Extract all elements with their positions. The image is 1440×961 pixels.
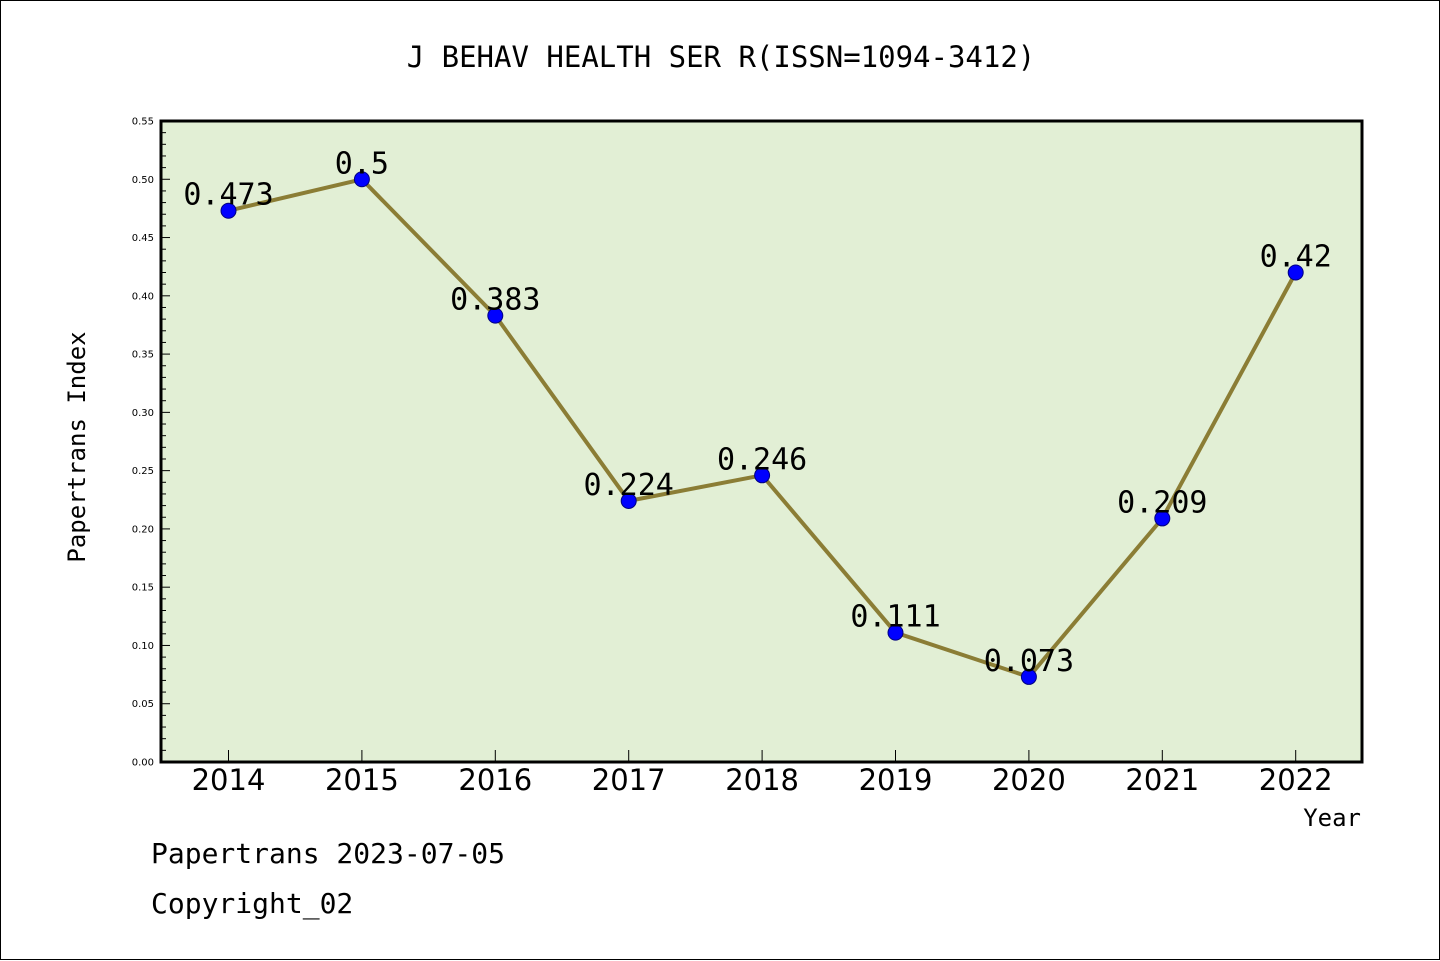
data-label: 0.111 — [850, 600, 940, 635]
x-tick-label: 2020 — [992, 763, 1066, 797]
y-tick-label: 0.50 — [132, 175, 154, 186]
data-point — [887, 624, 904, 641]
y-tick-label: 0.10 — [132, 641, 154, 652]
chart-title: J BEHAV HEALTH SER R(ISSN=1094-3412) — [407, 40, 1036, 74]
data-point — [1287, 264, 1304, 281]
y-tick-label: 0.30 — [132, 408, 154, 419]
x-tick-label: 2016 — [458, 763, 532, 797]
y-tick-label: 0.15 — [132, 583, 154, 594]
y-tick-label: 0.55 — [132, 117, 154, 128]
data-label: 0.246 — [717, 442, 807, 477]
x-tick-label: 2022 — [1259, 763, 1333, 797]
y-axis-title: Papertrans Index — [63, 331, 91, 562]
data-point — [220, 202, 237, 219]
y-tick-label: 0.05 — [132, 699, 154, 710]
data-point — [353, 171, 370, 188]
y-tick-label: 0.40 — [132, 291, 154, 302]
y-tick-label: 0.35 — [132, 350, 154, 361]
data-label: 0.383 — [450, 283, 540, 318]
x-tick-label: 2015 — [325, 763, 399, 797]
footer-source-date: Papertrans 2023-07-05 — [151, 837, 506, 870]
x-tick-label: 2021 — [1125, 763, 1199, 797]
data-label: 0.073 — [984, 644, 1074, 679]
footer-copyright: Copyright_02 — [151, 887, 354, 920]
y-tick-label: 0.45 — [132, 233, 154, 244]
data-label: 0.5 — [335, 146, 389, 181]
y-tick-label: 0.20 — [132, 524, 154, 535]
y-tick-label: 0.00 — [132, 758, 154, 769]
x-tick-label: 2014 — [192, 763, 266, 797]
y-axis: 0.00 0.05 0.10 0.15 0.20 0.25 0.30 0.35 0.40 0.45… — [132, 117, 170, 769]
x-axis-title: Year — [1303, 804, 1361, 832]
x-axis: 2014 2015 2016 2017 2018 2019 2020 2021 2022 — [192, 750, 1333, 797]
x-tick-label: 2018 — [725, 763, 799, 797]
data-labels: 0.473 0.5 0.383 0.224 0.246 0.111 0.073 0.209 0.… — [183, 146, 1331, 679]
x-tick-label: 2017 — [592, 763, 666, 797]
plot-area — [159, 119, 1364, 764]
data-label: 0.209 — [1117, 485, 1207, 520]
data-point — [620, 492, 637, 509]
data-point — [754, 467, 771, 484]
x-tick-label: 2019 — [859, 763, 933, 797]
data-label: 0.224 — [584, 468, 674, 503]
data-label: 0.473 — [183, 178, 273, 213]
data-label: 0.42 — [1260, 240, 1332, 275]
series-layer — [220, 171, 1304, 685]
data-point — [487, 307, 504, 324]
data-point — [1020, 668, 1037, 685]
data-point — [1154, 510, 1171, 527]
y-tick-label: 0.25 — [132, 466, 154, 477]
